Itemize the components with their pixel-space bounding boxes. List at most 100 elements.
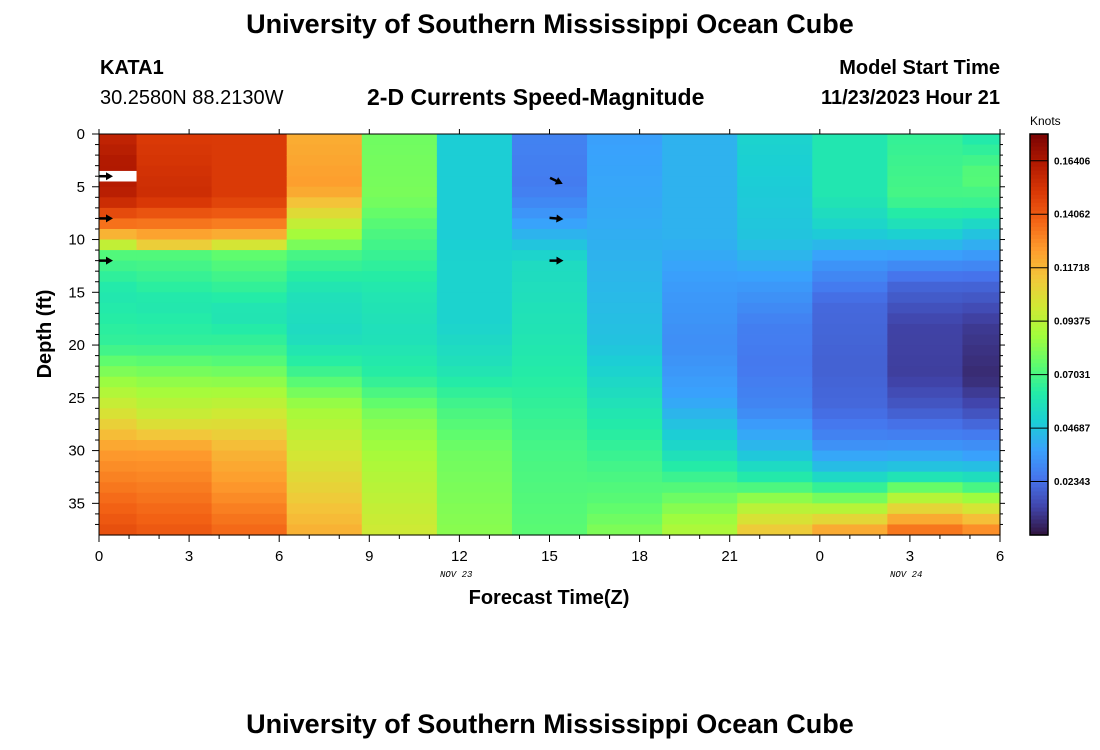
missing-data-cell	[99, 170, 137, 182]
heatmap-cell	[737, 260, 813, 272]
heatmap-cell	[99, 218, 138, 230]
heatmap-cell	[136, 482, 213, 494]
heatmap-cell	[211, 387, 288, 399]
heatmap-cell	[99, 134, 138, 146]
heatmap-cell	[211, 292, 288, 304]
heatmap-cell	[436, 513, 513, 526]
colorbar-tick-label: 0.02343	[1054, 477, 1091, 488]
heatmap-cell	[511, 239, 588, 251]
x-tick-label: 6	[275, 548, 283, 565]
colorbar-segment	[1030, 402, 1048, 408]
heatmap-cell	[361, 334, 438, 346]
heatmap-cell	[436, 302, 513, 314]
heatmap-cell	[587, 165, 663, 177]
heatmap-cell	[962, 165, 1001, 177]
heatmap-cell	[737, 250, 813, 262]
heatmap-cell	[812, 471, 888, 483]
heatmap-cell	[211, 218, 288, 230]
heatmap-cell	[99, 408, 138, 420]
colorbar-tick-label: 0.14062	[1054, 210, 1091, 221]
heatmap-cell	[361, 250, 438, 262]
colorbar-segment	[1030, 270, 1048, 275]
heatmap-cell	[511, 429, 588, 441]
heatmap-cell	[511, 408, 588, 420]
y-tick-label: 35	[68, 495, 85, 512]
heatmap-cell	[511, 207, 588, 220]
heatmap-cell	[99, 355, 138, 367]
y-tick-label: 5	[77, 179, 85, 196]
heatmap-cell	[511, 155, 588, 167]
heatmap-cell	[662, 260, 738, 272]
heatmap-cell	[737, 418, 813, 431]
second-title: University of Southern Mississippi Ocean…	[246, 709, 854, 739]
heatmap-cell	[812, 387, 888, 399]
heatmap-cell	[99, 313, 138, 325]
heatmap-cell	[812, 355, 888, 367]
heatmap-cell	[511, 313, 588, 325]
heatmap-cell	[211, 376, 288, 388]
heatmap-cell	[211, 271, 288, 283]
colorbar-segment	[1030, 338, 1048, 344]
heatmap-cell	[286, 429, 363, 441]
heatmap-cell	[211, 239, 288, 251]
heatmap-cell	[587, 313, 663, 325]
heatmap-cell	[962, 492, 1001, 504]
heatmap-cell	[436, 366, 513, 378]
heatmap-cell	[887, 155, 964, 167]
heatmap-cell	[436, 492, 513, 504]
heatmap-cell	[511, 376, 588, 388]
y-tick-label: 30	[68, 443, 85, 460]
colorbar-label: Knots	[1030, 114, 1061, 128]
heatmap-cell	[99, 450, 138, 462]
heatmap-cell	[511, 323, 588, 336]
heatmap-cell	[511, 355, 588, 367]
heatmap-cell	[812, 228, 888, 241]
heatmap-cell	[887, 207, 964, 220]
heatmap-cell	[887, 397, 964, 409]
heatmap-cell	[361, 387, 438, 399]
colorbar-segment	[1030, 342, 1048, 348]
heatmap-cell	[812, 366, 888, 378]
colorbar-segment	[1030, 410, 1048, 416]
heatmap-cell	[662, 471, 738, 483]
date-label-nov23: NOV 23	[440, 570, 473, 580]
colorbar-segment	[1030, 390, 1048, 396]
heatmap-cell	[887, 461, 964, 473]
heatmap-cell	[812, 397, 888, 409]
heatmap-cell	[962, 408, 1001, 420]
heatmap-cell	[587, 228, 663, 241]
heatmap-cell	[99, 197, 138, 209]
colorbar-segment	[1030, 278, 1048, 283]
colorbar-segment	[1030, 462, 1048, 468]
heatmap-cell	[361, 323, 438, 336]
heatmap-cell	[99, 376, 138, 388]
colorbar-segment	[1030, 374, 1048, 380]
heatmap-cell	[812, 239, 888, 251]
heatmap-cell	[962, 503, 1001, 515]
heatmap-cell	[436, 482, 513, 494]
heatmap-cell	[99, 503, 138, 515]
heatmap-cell	[361, 228, 438, 241]
heatmap-cell	[136, 144, 213, 156]
colorbar-segment	[1030, 454, 1048, 460]
heatmap-cell	[99, 292, 138, 304]
heatmap-cell	[887, 482, 964, 494]
current-vector	[549, 256, 564, 265]
heatmap-cell	[136, 197, 213, 209]
heatmap-cell	[587, 302, 663, 314]
heatmap-cell	[286, 323, 363, 336]
x-tick-label: 12	[451, 548, 468, 565]
heatmap-cell	[511, 418, 588, 431]
heatmap-cell	[436, 155, 513, 167]
colorbar-segment	[1030, 330, 1048, 336]
colorbar-segment	[1030, 494, 1048, 500]
heatmap-cell	[361, 155, 438, 167]
colorbar-segment	[1030, 238, 1048, 243]
heatmap-cell	[887, 186, 964, 198]
heatmap-cell	[812, 281, 888, 293]
colorbar-segment	[1030, 186, 1048, 191]
colorbar-segment	[1030, 354, 1048, 360]
colorbar-segment	[1030, 470, 1048, 476]
heatmap-cell	[587, 186, 663, 198]
